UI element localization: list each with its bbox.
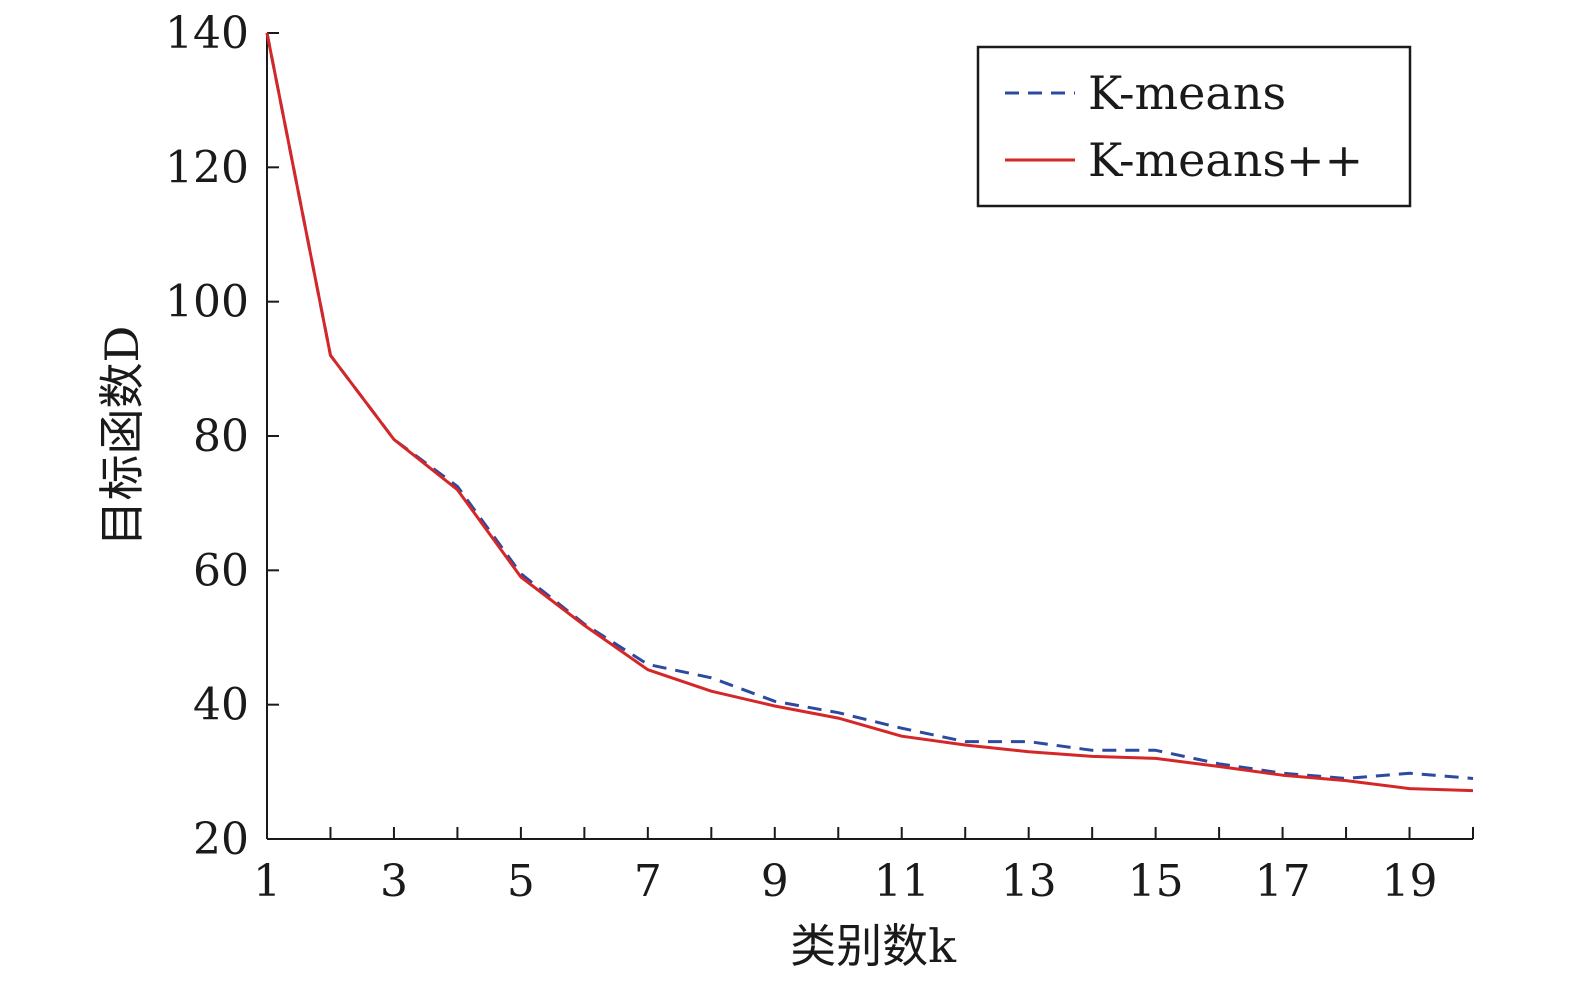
x-tick-label: 5 (507, 856, 535, 907)
x-tick-label: 7 (634, 856, 662, 907)
series-line-2 (265, 32, 1474, 793)
x-tick-label: 9 (761, 856, 789, 907)
series-layer (265, 32, 1474, 793)
y-tick-label: 60 (193, 545, 249, 596)
y-tick-label: 140 (165, 8, 249, 59)
series-line-1 (265, 32, 1474, 780)
y-axis-title: 目标函数D (95, 326, 149, 547)
x-tick-label: 15 (1128, 856, 1184, 907)
x-tick-label: 11 (874, 856, 930, 907)
x-tick-label: 1 (253, 856, 281, 907)
legend-box (976, 45, 1412, 208)
legend: K-means K-means++ (976, 45, 1412, 208)
legend-label-2: K-means++ (1088, 133, 1363, 187)
legend-label-1: K-means (1088, 66, 1286, 120)
x-axis-title: 类别数k (790, 919, 957, 973)
x-tick-label: 3 (380, 856, 408, 907)
y-tick-label: 20 (193, 814, 249, 865)
x-tick-label: 19 (1382, 856, 1438, 907)
y-tick-label: 80 (193, 411, 249, 462)
x-tick-label: 17 (1255, 856, 1311, 907)
y-tick-label: 40 (193, 680, 249, 731)
y-tick-label: 100 (165, 277, 249, 328)
y-tick-label: 120 (165, 142, 249, 193)
x-tick-label: 13 (1001, 856, 1057, 907)
